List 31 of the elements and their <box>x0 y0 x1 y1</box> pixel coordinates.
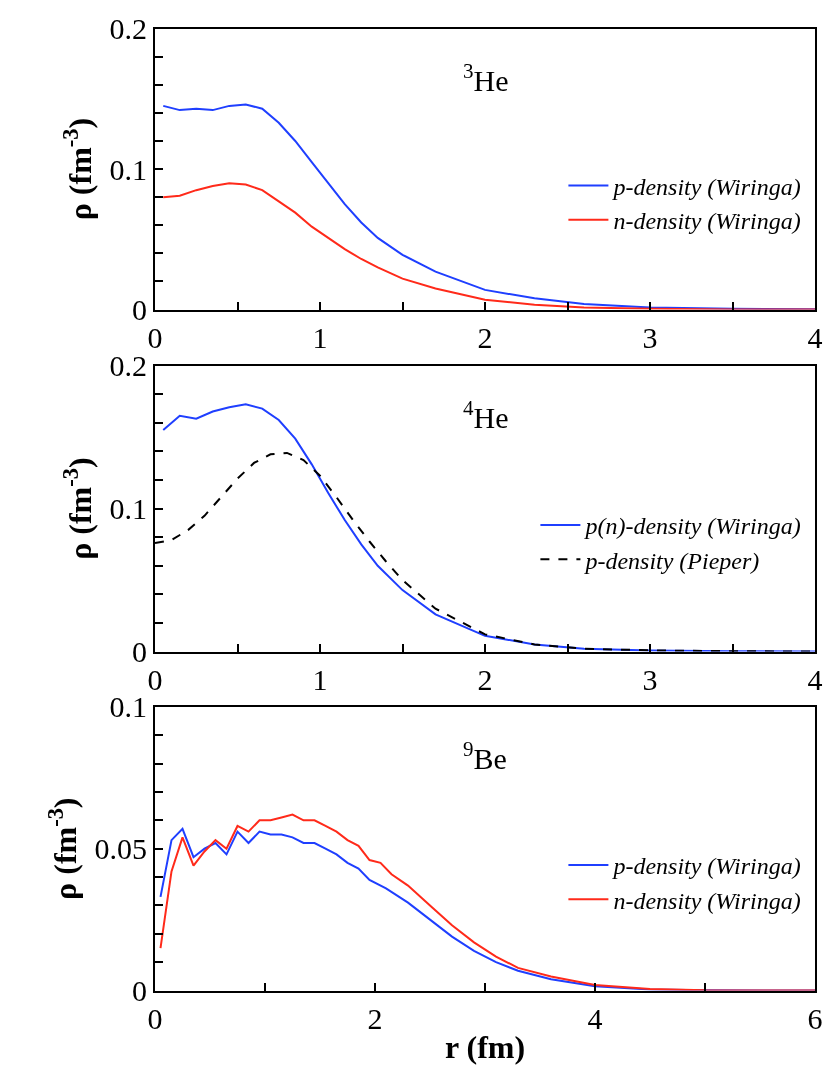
legend-label: p-density (Pieper) <box>583 547 760 574</box>
annotation: $^{4}$He <box>463 396 509 434</box>
legend-label: n-density (Wiringa) <box>613 208 801 235</box>
x-tick-label: 3 <box>642 320 658 354</box>
y-tick-label: 0 <box>132 293 147 327</box>
x-axis-title: r (fm) <box>444 1028 526 1065</box>
y-tick-label: 0.2 <box>109 349 147 383</box>
x-tick-label: 2 <box>477 662 493 696</box>
y-tick-label: 0 <box>132 635 147 669</box>
x-tick-label: 4 <box>807 662 823 696</box>
legend-label: p-density (Wiringa) <box>611 853 801 880</box>
x-tick-label: 6 <box>807 1001 823 1035</box>
annotation: $^{9}$Be <box>463 737 507 775</box>
legend-label: p(n)-density (Wiringa) <box>583 513 801 540</box>
x-tick-label: 1 <box>312 320 328 354</box>
y-tick-label: 0.1 <box>109 690 147 724</box>
legend-label: n-density (Wiringa) <box>613 887 801 914</box>
y-tick-label: 0.05 <box>94 832 147 866</box>
y-tick-label: 0.1 <box>109 492 147 526</box>
x-tick-label: 4 <box>587 1001 603 1035</box>
x-tick-label: 1 <box>312 662 328 696</box>
legend-label: p-density (Wiringa) <box>611 173 801 200</box>
x-tick-label: 2 <box>367 1001 383 1035</box>
x-tick-label: 2 <box>477 320 493 354</box>
y-tick-label: 0 <box>132 974 147 1008</box>
x-tick-label: 4 <box>807 320 823 354</box>
line-series <box>162 103 815 310</box>
y-tick-label: 0.2 <box>109 12 147 46</box>
x-tick-label: 3 <box>642 662 658 696</box>
annotation: $^{3}$He <box>463 59 509 97</box>
y-tick-label: 0.1 <box>109 152 147 186</box>
